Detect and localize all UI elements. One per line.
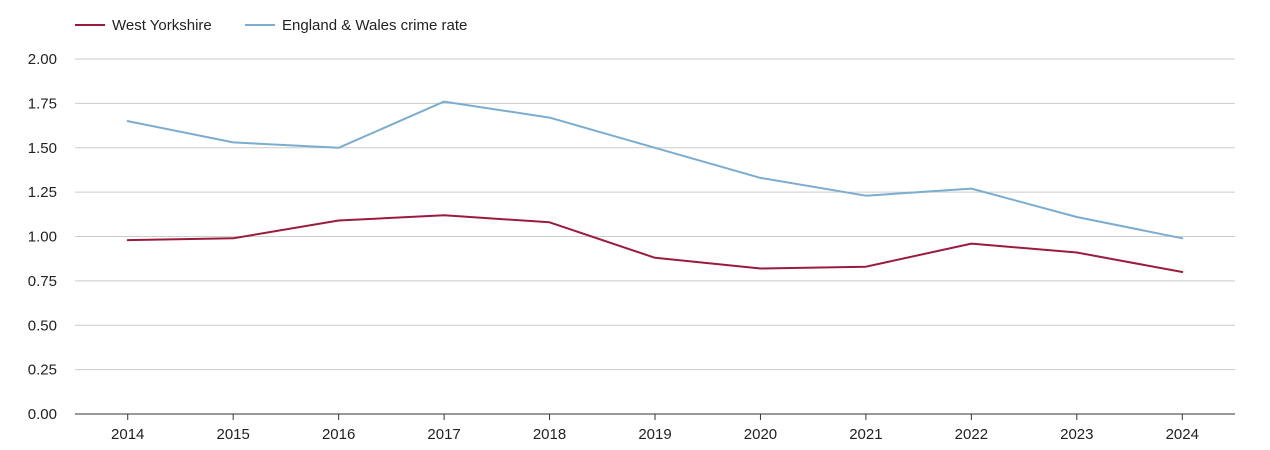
legend-label-0: West Yorkshire bbox=[112, 17, 212, 34]
series-line-0 bbox=[126, 214, 1184, 273]
y-tick-label: 1.00 bbox=[28, 229, 57, 246]
y-axis: 0.00 0.25 0.50 0.75 1.00 1.25 1.50 1.75 2.00 bbox=[28, 51, 57, 423]
series-lines bbox=[126, 100, 1184, 273]
y-tick-label: 0.50 bbox=[28, 317, 57, 334]
legend-label-1: England & Wales crime rate bbox=[282, 17, 467, 34]
x-tick-label: 2023 bbox=[1060, 426, 1093, 443]
y-tick-label: 1.50 bbox=[28, 140, 57, 157]
x-tick-label: 2015 bbox=[216, 426, 249, 443]
x-axis: 2014 2015 2016 2017 2018 2019 2020 2021 2022 2023… bbox=[111, 414, 1199, 443]
x-tick-label: 2014 bbox=[111, 426, 144, 443]
y-tick-label: 2.00 bbox=[28, 51, 57, 68]
x-tick-label: 2022 bbox=[955, 426, 988, 443]
x-tick-label: 2020 bbox=[744, 426, 777, 443]
y-tick-label: 0.00 bbox=[28, 406, 57, 423]
x-tick-label: 2019 bbox=[638, 426, 671, 443]
legend: West Yorkshire England & Wales crime rate bbox=[75, 17, 467, 34]
y-tick-label: 1.25 bbox=[28, 184, 57, 201]
x-tick-label: 2024 bbox=[1166, 426, 1199, 443]
x-tick-label: 2018 bbox=[533, 426, 566, 443]
y-tick-label: 0.75 bbox=[28, 273, 57, 290]
x-tick-label: 2016 bbox=[322, 426, 355, 443]
x-tick-label: 2017 bbox=[427, 426, 460, 443]
y-tick-label: 1.75 bbox=[28, 95, 57, 112]
series-line-1 bbox=[126, 100, 1184, 240]
x-tick-label: 2021 bbox=[849, 426, 882, 443]
y-tick-label: 0.25 bbox=[28, 362, 57, 379]
